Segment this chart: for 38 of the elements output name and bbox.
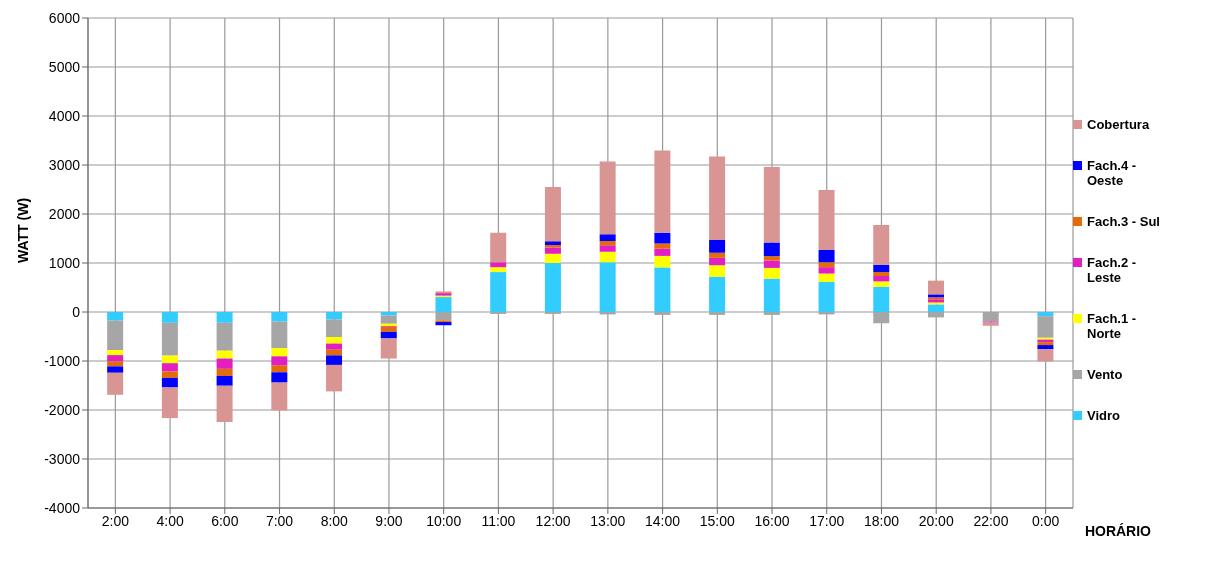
legend-label: Fach.4 - Oeste xyxy=(1087,158,1138,188)
x-tick-label: 9:00 xyxy=(375,512,403,529)
x-tick-label: 10:00 xyxy=(426,512,462,529)
y-tick-label: -3000 xyxy=(44,450,81,467)
x-tick-label: 0:00 xyxy=(1032,512,1060,529)
y-tick-label: -1000 xyxy=(44,352,81,369)
y-tick-label: 3000 xyxy=(48,156,81,173)
x-tick-label: 15:00 xyxy=(699,512,736,529)
x-tick-label: 2:00 xyxy=(101,512,130,529)
legend-label: Vidro xyxy=(1087,408,1121,423)
x-tick-label: 8:00 xyxy=(320,512,349,529)
x-tick-label: 22:00 xyxy=(973,512,1009,529)
legend-label: Vento xyxy=(1087,367,1124,382)
x-axis-title: HORÁRIO xyxy=(1084,523,1152,539)
x-tick-label: 11:00 xyxy=(481,512,516,529)
x-tick-label: 4:00 xyxy=(156,512,184,529)
x-tick-label: 17:00 xyxy=(809,512,845,529)
y-tick-label: 2000 xyxy=(48,205,81,222)
y-tick-label: 6000 xyxy=(48,9,81,26)
x-tick-label: 16:00 xyxy=(754,512,790,529)
legend-label: Fach.2 - Leste xyxy=(1087,255,1138,285)
x-tick-label: 18:00 xyxy=(863,512,900,529)
y-tick-label: 1000 xyxy=(48,254,81,271)
legend-label: Cobertura xyxy=(1087,117,1151,132)
y-tick-label: -2000 xyxy=(44,401,81,418)
x-tick-label: 13:00 xyxy=(590,512,626,529)
y-axis-title: WATT (W) xyxy=(14,197,31,263)
y-tick-label: 0 xyxy=(72,303,81,320)
x-tick-label: 6:00 xyxy=(211,512,239,529)
y-tick-label: 5000 xyxy=(48,58,81,75)
x-tick-label: 12:00 xyxy=(535,512,571,529)
x-tick-label: 14:00 xyxy=(645,512,681,529)
y-tick-label: 4000 xyxy=(48,107,81,124)
x-tick-label: 7:00 xyxy=(265,512,294,529)
legend-label: Fach.3 - Sul xyxy=(1087,214,1161,229)
x-tick-label: 20:00 xyxy=(918,512,954,529)
legend-label: Fach.1 - Norte xyxy=(1087,311,1138,341)
y-tick-label: -4000 xyxy=(44,499,81,516)
